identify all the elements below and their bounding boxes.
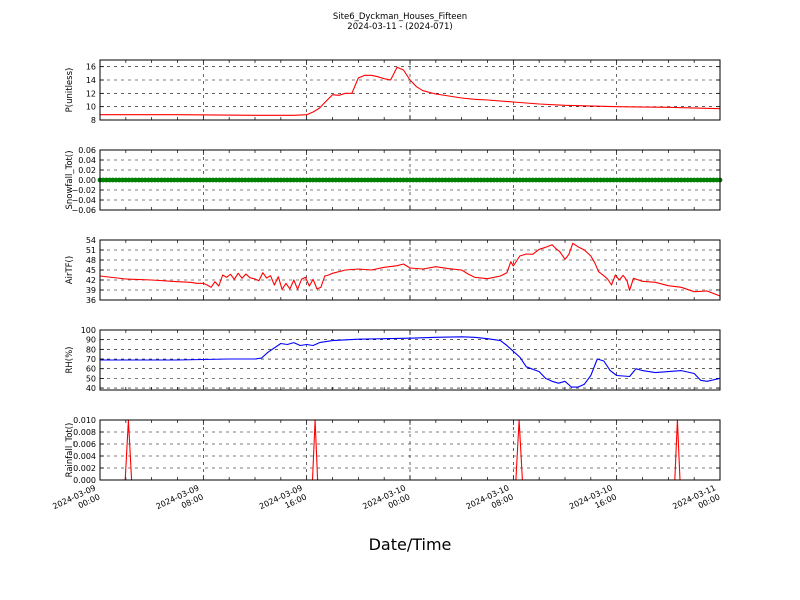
y-tick-label: 51 [86,246,96,255]
y-axis-label: Rainfall_Tot() [65,423,75,478]
y-tick-label: 36 [86,296,96,305]
y-tick-label: 0.004 [73,452,96,461]
y-axis-label: P(unitless) [65,68,75,113]
x-axis-label: Date/Time [369,535,452,554]
y-tick-label: 80 [86,345,96,354]
subplots: 810121416P(unitless)−0.06−0.04−0.020.000… [65,59,723,485]
plot-frame [99,149,721,211]
y-tick-label: 8 [91,116,96,125]
y-tick-label: 60 [86,365,96,374]
y-tick-label: 39 [86,286,96,295]
subplot-5: 0.000 0.002 0.004 0.006 0.008 0.010Rainfall_T… [65,416,721,485]
figure-subtitle: 2024-03-11 - (2024-071) [347,22,452,32]
y-tick-label: 70 [86,355,96,364]
y-tick-label: 48 [86,256,96,265]
y-tick-label: 0.010 [73,416,96,425]
y-tick-label: 0.06 [78,146,96,155]
y-tick-label: 42 [86,276,96,285]
x-axis-tick-labels: 2024-03-0900:00 2024-03-0908:00 2024-03-09… [51,483,721,520]
y-tick-label: 10 [86,103,96,112]
y-axis-label: Snowfall_Tot() [65,150,75,209]
y-tick-label: 50 [86,374,96,383]
y-tick-label: 0.002 [73,464,96,473]
y-tick-label: 100 [81,326,96,335]
subplot-2: −0.06−0.04−0.020.000.020.040.06Snowfall_… [65,146,723,215]
y-tick-label: −0.02 [71,186,96,195]
y-tick-label: −0.04 [71,196,96,205]
subplot-1: 8 10 12 14 16 P(unitless) [65,59,721,125]
x-tick-label: 2024-03-1100:00 [671,483,721,520]
figure-title: Site6_Dyckman_Houses_Fifteen [333,12,467,22]
y-tick-label: 40 [86,384,96,393]
y-tick-label: 0.006 [73,440,96,449]
y-tick-label: −0.06 [71,206,96,215]
y-tick-label: 45 [86,266,96,275]
y-tick-label: 90 [86,336,96,345]
y-axis-label: RH(%) [65,346,75,373]
plot-frame [99,239,721,301]
x-tick-label: 2024-03-1016:00 [568,483,618,520]
series-line [100,336,721,388]
y-tick-label: 16 [86,63,96,72]
y-axis-label: AirTF() [65,256,75,284]
plot-frame [99,329,721,391]
x-tick-label: 2024-03-0900:00 [51,483,101,520]
y-tick-label: 54 [86,236,96,245]
plot-frame [99,59,721,121]
series-markers [97,177,723,183]
y-tick-label: 0.00 [78,176,96,185]
y-tick-label: 0.02 [78,166,96,175]
y-tick-label: 14 [86,76,96,85]
y-tick-label: 12 [86,89,96,98]
series-line [99,242,721,297]
plot-frame [99,419,721,481]
x-tick-label: 2024-03-1008:00 [465,483,515,520]
y-tick-label: 0.000 [73,476,96,485]
series-line [100,66,721,116]
y-tick-label: 0.04 [78,156,96,165]
x-tick-label: 2024-03-0908:00 [155,483,205,520]
x-tick-label: 2024-03-1000:00 [361,483,411,520]
x-tick-label: 2024-03-0916:00 [258,483,308,520]
y-tick-label: 0.008 [73,428,96,437]
